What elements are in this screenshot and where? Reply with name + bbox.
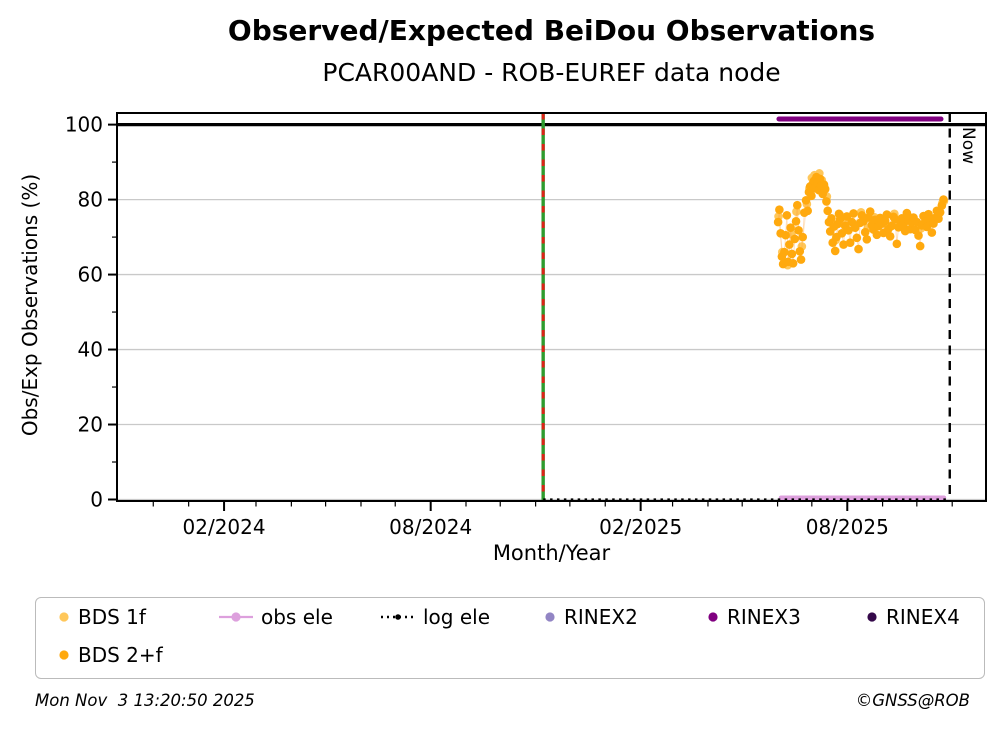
data-point-bds-2-f: [835, 214, 845, 224]
legend-item-bds-2-f: BDS 2+f: [58, 642, 163, 668]
data-point-bds-2-f: [902, 208, 912, 218]
data-point-bds-2-f: [939, 195, 948, 204]
data-point-bds-2-f: [822, 197, 831, 206]
data-point-bds-2-f: [885, 232, 895, 241]
data-point-bds-2-f: [795, 247, 805, 256]
legend-label-rinex3: RINEX3: [727, 605, 801, 629]
legend-item-rinex2: RINEX2: [544, 604, 638, 630]
data-point-bds-2-f: [803, 206, 813, 216]
data-point-bds-2-f: [785, 240, 794, 249]
data-point-bds-2-f: [787, 249, 797, 259]
data-point-bds-2-f: [845, 238, 855, 248]
rinex2-marker-icon: [545, 612, 555, 622]
data-point-bds-2-f: [839, 240, 848, 249]
data-point-bds-2-f: [827, 214, 836, 223]
data-point-bds-2-f: [842, 212, 852, 221]
legend-item-obs-ele: obs ele: [219, 604, 333, 630]
data-point-bds-2-f: [773, 217, 783, 227]
data-point-bds-1f: [792, 207, 801, 216]
y-tick-label: 100: [65, 113, 103, 137]
y-axis-ticks: 0 20 40 60 80 100: [65, 113, 117, 512]
data-point-bds-2-f: [914, 231, 923, 240]
data-point-bds-2-f: [820, 184, 830, 194]
legend-label-log-ele: log ele: [423, 605, 491, 629]
data-point-bds-2-f: [788, 259, 798, 268]
legend-label-rinex2: RINEX2: [564, 605, 638, 629]
plot-frame: [116, 112, 987, 502]
data-point-bds-2-f: [882, 210, 892, 219]
data-point-bds-2-f: [837, 229, 847, 238]
legend-item-rinex3: RINEX3: [707, 604, 801, 630]
data-point-bds-2-f: [775, 205, 784, 215]
data-point-bds-2-f: [830, 246, 840, 256]
data-point-bds-2-f: [935, 208, 945, 217]
data-point-bds-2-f: [887, 221, 897, 231]
copyright-text: ©GNSS@ROB: [855, 691, 970, 710]
chart-title: Observed/Expected BeiDou Observations: [227, 14, 876, 47]
data-point-bds-2-f: [786, 223, 795, 233]
data-point-bds-2-f: [781, 230, 790, 240]
data-point-bds-2-f: [791, 217, 801, 226]
chart-subtitle: PCAR00AND - ROB-EUREF data node: [322, 58, 781, 87]
y-tick-label: 80: [78, 188, 103, 212]
bds-2-f-marker-icon: [59, 650, 69, 660]
legend: BDS 1f obs ele log ele RINEX2 RINEX3 RINEX4 BD…: [35, 597, 985, 679]
legend-item-bds-1f: BDS 1f: [58, 604, 146, 630]
legend-item-log-ele: log ele: [381, 604, 490, 630]
data-point-bds-2-f: [852, 233, 862, 243]
data-point-bds-2-f: [844, 226, 853, 235]
x-tick-label: 08/2025: [806, 515, 889, 539]
data-point-bds-2-f: [780, 247, 789, 257]
x-axis-label: Month/Year: [492, 541, 611, 565]
data-point-bds-2-f: [854, 244, 863, 254]
data-point-bds-2-f: [927, 228, 937, 237]
data-point-bds-2-f: [792, 200, 802, 210]
plot-timestamp: Mon Nov 3 13:20:50 2025: [35, 691, 255, 710]
legend-label-rinex4: RINEX4: [886, 605, 960, 629]
now-label: Now: [958, 127, 978, 164]
bds-1f-marker-icon: [59, 612, 69, 622]
y-tick-label: 20: [78, 413, 103, 437]
x-tick-label: 08/2024: [389, 515, 472, 539]
rinex3-marker-icon: [708, 612, 718, 622]
rinex4-marker-icon: [867, 612, 877, 622]
data-point-bds-2-f: [872, 230, 882, 240]
data-point-bds-2-f: [849, 209, 858, 218]
data-point-bds-2-f: [782, 211, 792, 220]
data-point-bds-2-f: [823, 206, 832, 216]
y-tick-label: 40: [78, 338, 103, 362]
x-tick-label: 02/2025: [599, 515, 682, 539]
data-point-bds-2-f: [892, 239, 902, 249]
x-axis-ticks: 02/2024 08/2024 02/2025 08/2025: [152, 501, 953, 539]
data-point-bds-2-f: [796, 255, 806, 264]
series-bds-2-f: [773, 172, 948, 269]
y-tick-label: 60: [78, 263, 103, 287]
log-ele-marker-icon: [381, 614, 415, 620]
data-point-bds-2-f: [922, 222, 932, 232]
x-tick-label: 02/2024: [183, 515, 266, 539]
data-point-bds-2-f: [915, 241, 925, 251]
data-point-bds-2-f: [807, 191, 816, 201]
legend-item-rinex4: RINEX4: [866, 604, 960, 630]
data-point-bds-2-f: [790, 234, 800, 244]
gridlines: [117, 123, 986, 501]
data-point-bds-2-f: [860, 227, 870, 237]
legend-label-bds-2-f: BDS 2+f: [78, 643, 163, 667]
obs-ele-marker-icon: [219, 612, 253, 622]
y-axis-label: Obs/Exp Observations (%): [18, 173, 42, 437]
data-point-bds-2-f: [862, 235, 872, 244]
legend-label-obs-ele: obs ele: [261, 605, 333, 629]
legend-label-bds-1f: BDS 1f: [78, 605, 146, 629]
data-point-bds-2-f: [798, 232, 808, 242]
data-point-bds-2-f: [794, 226, 803, 235]
data-point-bds-2-f: [865, 207, 875, 216]
y-tick-label: 0: [90, 488, 103, 512]
